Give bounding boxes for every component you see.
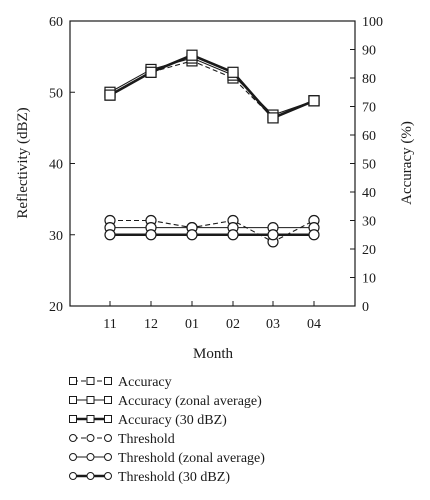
legend-marker: [69, 377, 77, 385]
x-axis-label: Month: [193, 346, 234, 362]
legend-item: Threshold: [69, 432, 175, 447]
data-point-marker: [186, 49, 198, 61]
legend-marker: [86, 396, 95, 404]
legend-marker: [104, 415, 112, 423]
y-left-tick-label: 50: [49, 86, 63, 101]
legend-marker: [69, 453, 77, 461]
legend-marker: [86, 377, 95, 385]
legend-item: Threshold (zonal average): [69, 451, 265, 466]
y-right-tick-label: 70: [362, 101, 376, 116]
data-point-marker: [227, 66, 239, 78]
x-tick-label: 11: [103, 317, 116, 332]
legend-label: Threshold (zonal average): [118, 451, 265, 466]
legend-marker: [69, 472, 77, 480]
y-left-tick-label: 40: [49, 158, 63, 173]
x-tick-label: 02: [226, 317, 240, 332]
legend-label: Threshold (30 dBZ): [118, 470, 230, 485]
data-point-marker: [186, 229, 198, 241]
y-right-tick-label: 100: [362, 15, 383, 30]
series-5: [104, 222, 320, 234]
y-left-tick-label: 60: [49, 15, 63, 30]
data-point-marker: [308, 229, 320, 241]
y-left-tick-label: 20: [49, 300, 63, 315]
y-right-tick-label: 30: [362, 215, 376, 230]
y-right-tick-label: 40: [362, 186, 376, 201]
y-right-tick-label: 80: [362, 72, 376, 87]
x-tick-label: 04: [307, 317, 321, 332]
legend-marker: [104, 396, 112, 404]
series-line: [109, 60, 315, 119]
x-tick-label: 12: [144, 317, 158, 332]
data-point-marker: [267, 112, 279, 124]
series-line: [109, 57, 315, 116]
series-group: [104, 49, 320, 248]
legend-marker: [86, 434, 95, 442]
data-point-marker: [145, 229, 157, 241]
series-line: [109, 53, 315, 120]
legend-marker: [104, 434, 112, 442]
legend-marker: [69, 415, 77, 423]
series-6: [104, 229, 320, 241]
y-right-tick-label: 60: [362, 129, 376, 144]
legend-label: Accuracy (30 dBZ): [118, 413, 227, 428]
y-axis-left-label: Reflectivity (dBZ): [15, 107, 31, 218]
legend-item: Accuracy (30 dBZ): [69, 413, 227, 428]
y-left-tick-label: 30: [49, 229, 63, 244]
data-point-marker: [308, 95, 320, 107]
x-tick-label: 01: [185, 317, 199, 332]
data-point-marker: [227, 229, 239, 241]
legend-marker: [104, 377, 112, 385]
legend-marker: [86, 472, 95, 480]
data-point-marker: [267, 229, 279, 241]
legend-label: Accuracy: [118, 375, 172, 390]
data-point-marker: [145, 66, 157, 78]
y-right-tick-label: 90: [362, 44, 376, 59]
series-line: [110, 219, 315, 243]
legend-label: Accuracy (zonal average): [118, 394, 262, 409]
legend-marker: [86, 453, 95, 461]
x-tick-label: 03: [266, 317, 280, 332]
legend-marker: [104, 453, 112, 461]
legend-marker: [69, 434, 77, 442]
legend: Accuracy Accuracy (zonal average) Accuracy…: [69, 375, 265, 485]
legend-item: Accuracy: [69, 375, 172, 390]
legend-marker: [86, 415, 95, 423]
y-right-tick-label: 20: [362, 243, 376, 258]
legend-marker: [69, 396, 77, 404]
legend-marker: [104, 472, 112, 480]
y-right-tick-label: 50: [362, 158, 376, 173]
axes: 20 30 40 50 60 0 10 20 30 40 50 60 70 80 90 100 11 12 01 02…: [49, 15, 383, 332]
series-3: [104, 49, 320, 124]
y-axis-right-label: Accuracy (%): [399, 121, 415, 205]
data-point-marker: [104, 229, 116, 241]
data-point-marker: [104, 89, 116, 101]
y-right-tick-label: 0: [362, 300, 369, 315]
legend-item: Accuracy (zonal average): [69, 394, 262, 409]
y-right-tick-label: 10: [362, 272, 376, 287]
legend-label: Threshold: [118, 432, 175, 447]
legend-item: Threshold (30 dBZ): [69, 470, 230, 485]
series-4: [104, 214, 320, 248]
